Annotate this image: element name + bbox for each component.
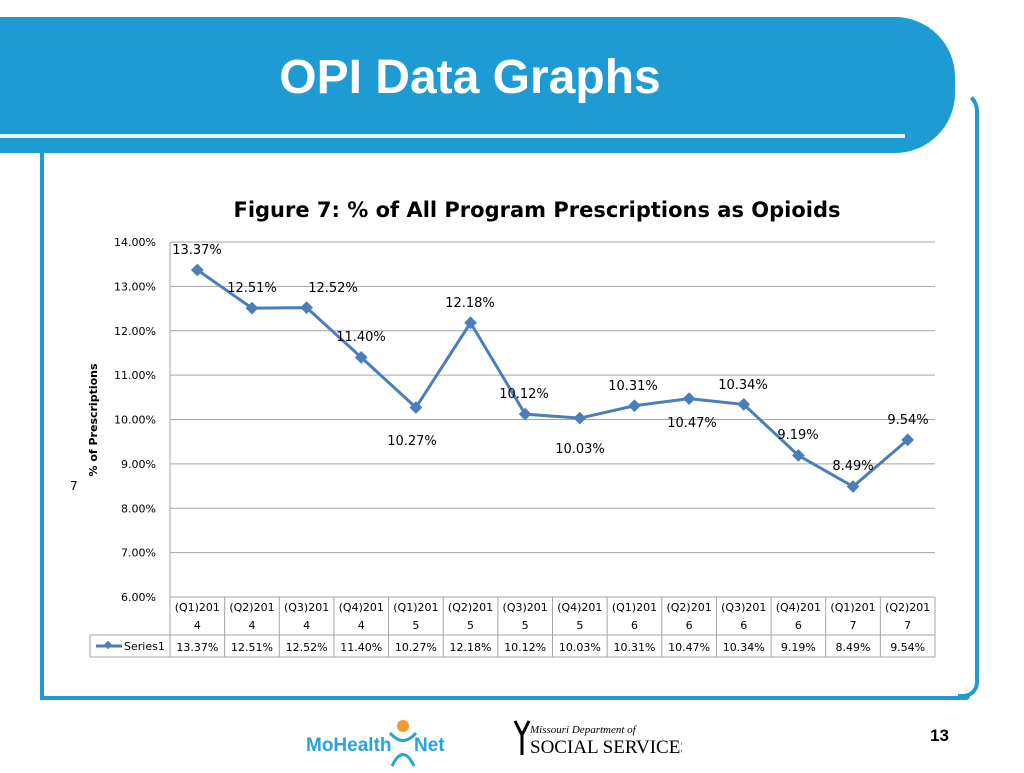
y-axis-label: % of Prescriptions: [87, 363, 100, 477]
x-tick-label: (Q2)201: [666, 601, 711, 614]
data-point: [628, 399, 641, 413]
table-value: 12.52%: [286, 641, 328, 654]
slide-title: OPI Data Graphs: [279, 51, 661, 104]
frame-border-left: [40, 153, 44, 700]
y-tick-label: 9.00%: [121, 458, 156, 471]
table-value: 10.47%: [668, 641, 710, 654]
x-tick-label: 4: [358, 619, 365, 632]
y-tick-label: 12.00%: [114, 325, 156, 338]
page-number: 13: [930, 726, 949, 745]
table-value: 10.12%: [504, 641, 546, 654]
x-tick-label: 4: [303, 619, 310, 632]
line-chart: Figure 7: % of All Program Prescriptions…: [70, 198, 936, 658]
x-tick-label: 5: [412, 619, 419, 632]
data-point: [573, 411, 587, 425]
x-tick-label: (Q1)201: [612, 601, 657, 614]
data-label: 10.31%: [608, 379, 658, 394]
table-value: 12.18%: [450, 641, 492, 654]
table-value: 13.37%: [176, 641, 218, 654]
title-banner: [0, 17, 955, 153]
x-tick-label: 5: [467, 619, 474, 632]
banner-divider: [0, 134, 905, 138]
y-tick-label: 14.00%: [114, 236, 156, 249]
x-tick-label: (Q1)201: [830, 601, 875, 614]
x-tick-label: (Q1)201: [175, 601, 220, 614]
x-tick-label: 6: [795, 619, 802, 632]
data-label: 11.40%: [336, 330, 386, 345]
y-tick-label: 7.00%: [121, 547, 156, 560]
x-tick-label: (Q2)201: [229, 601, 274, 614]
svg-text:SOCIAL SERVICES: SOCIAL SERVICES: [530, 737, 682, 758]
mohealthnet-logo: MoHealth Net: [306, 718, 454, 768]
data-point: [190, 263, 204, 277]
data-label: 12.18%: [445, 296, 495, 311]
table-value: 8.49%: [836, 641, 871, 654]
data-label: 10.27%: [387, 434, 437, 449]
y-tick-label: 6.00%: [121, 591, 156, 604]
y-tick-label: 8.00%: [121, 502, 156, 515]
x-tick-label: (Q3)201: [503, 601, 548, 614]
x-tick-label: 7: [850, 619, 857, 632]
dss-logo: Missouri Department of SOCIAL SERVICES: [512, 715, 691, 760]
stray-label: 7: [70, 479, 78, 493]
x-tick-label: (Q3)201: [284, 601, 329, 614]
x-tick-label: 5: [522, 619, 529, 632]
x-tick-label: (Q2)201: [448, 601, 493, 614]
legend-marker: [103, 640, 113, 650]
data-point: [300, 301, 313, 315]
x-tick-label: (Q4)201: [776, 601, 821, 614]
y-tick-label: 10.00%: [114, 414, 156, 427]
x-tick-label: 4: [194, 619, 201, 632]
data-label: 8.49%: [832, 459, 873, 474]
table-value: 10.03%: [559, 641, 601, 654]
table-value: 10.31%: [613, 641, 655, 654]
table-value: 10.27%: [395, 641, 437, 654]
table-value: 10.34%: [723, 641, 765, 654]
svg-text:Missouri Department of: Missouri Department of: [529, 724, 638, 736]
svg-text:Net: Net: [414, 735, 445, 756]
data-point: [682, 392, 696, 406]
data-label: 9.19%: [777, 428, 818, 443]
data-label: 10.03%: [555, 442, 605, 457]
data-label: 13.37%: [172, 243, 222, 258]
data-label: 12.52%: [308, 281, 358, 296]
y-tick-label: 13.00%: [114, 280, 156, 293]
x-tick-label: (Q2)201: [885, 601, 930, 614]
series-line: [196, 268, 909, 489]
chart-title: Figure 7: % of All Program Prescriptions…: [233, 198, 840, 222]
svg-text:MoHealth: MoHealth: [306, 735, 392, 756]
table-value: 9.19%: [781, 641, 816, 654]
legend-series-name: Series1: [124, 640, 165, 653]
data-label: 10.34%: [718, 378, 768, 393]
data-label: 10.47%: [667, 416, 717, 431]
data-point: [518, 407, 532, 421]
x-tick-label: 6: [740, 619, 747, 632]
x-tick-label: 6: [686, 619, 693, 632]
data-label: 10.12%: [499, 387, 549, 402]
data-point: [409, 401, 423, 414]
x-tick-label: (Q3)201: [721, 601, 766, 614]
table-value: 12.51%: [231, 641, 273, 654]
data-point: [464, 316, 477, 330]
x-tick-label: (Q1)201: [393, 601, 438, 614]
x-tick-label: (Q4)201: [339, 601, 384, 614]
x-tick-label: (Q4)201: [557, 601, 602, 614]
data-label: 9.54%: [887, 413, 928, 428]
data-label: 12.51%: [227, 281, 277, 296]
x-tick-label: 5: [576, 619, 583, 632]
table-value: 11.40%: [340, 641, 382, 654]
x-tick-label: 6: [631, 619, 638, 632]
y-tick-label: 11.00%: [114, 369, 156, 382]
x-tick-label: 7: [904, 619, 911, 632]
data-point: [245, 301, 259, 315]
table-value: 9.54%: [890, 641, 925, 654]
data-point: [354, 351, 368, 364]
frame-border-bottom: [40, 696, 970, 700]
x-tick-label: 4: [248, 619, 255, 632]
